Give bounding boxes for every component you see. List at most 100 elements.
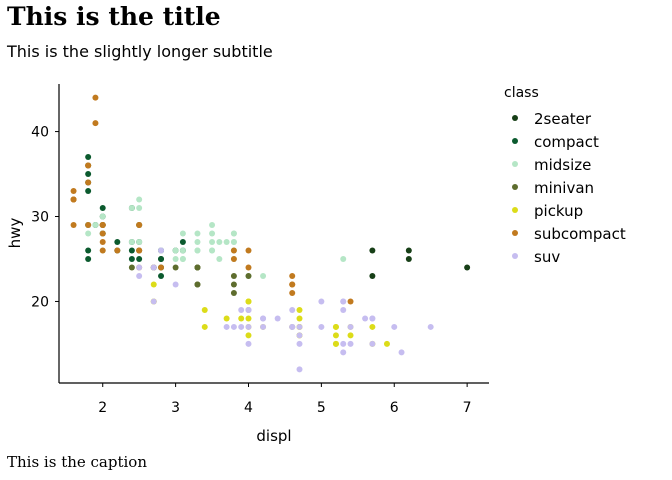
data-point-subcompact — [99, 230, 106, 237]
data-point-subcompact — [70, 196, 77, 203]
data-point-midsize — [128, 238, 135, 245]
data-point-suv — [340, 340, 347, 347]
legend-key-compact — [512, 138, 518, 144]
data-point-subcompact — [99, 238, 106, 245]
data-point-pickup — [332, 323, 339, 330]
legend-label-suv: suv — [534, 248, 560, 266]
data-point-subcompact — [289, 281, 296, 288]
data-point-suv — [347, 340, 354, 347]
legend-label-subcompact: subcompact — [534, 225, 626, 243]
data-point-suv — [362, 315, 369, 322]
data-point-midsize — [194, 247, 201, 254]
data-point-compact — [85, 255, 92, 262]
data-point-pickup — [296, 306, 303, 313]
data-point-suv — [347, 323, 354, 330]
data-point-suv — [136, 264, 143, 271]
data-point-subcompact — [92, 120, 99, 127]
data-point-minivan — [194, 264, 201, 271]
data-point-suv — [296, 323, 303, 330]
data-point-subcompact — [136, 222, 143, 229]
data-point-compact — [158, 272, 165, 279]
data-point-suv — [230, 323, 237, 330]
data-point-suv — [245, 340, 252, 347]
y-tick-label: 40 — [31, 125, 49, 141]
legend-key-2seater — [512, 115, 518, 121]
data-point-subcompact — [289, 289, 296, 296]
data-point-midsize — [92, 222, 99, 229]
data-point-midsize — [194, 238, 201, 245]
data-point-subcompact — [230, 247, 237, 254]
x-tick-label: 4 — [244, 400, 253, 416]
data-point-subcompact — [289, 272, 296, 279]
data-point-midsize — [136, 238, 143, 245]
data-point-suv — [340, 298, 347, 305]
legend-title: class — [504, 85, 539, 101]
y-tick-label: 20 — [31, 294, 49, 310]
data-point-suv — [296, 332, 303, 339]
data-point-midsize — [223, 238, 230, 245]
data-point-suv — [289, 306, 296, 313]
data-point-subcompact — [230, 255, 237, 262]
data-point-subcompact — [347, 298, 354, 305]
data-point-subcompact — [92, 94, 99, 101]
data-point-suv — [289, 323, 296, 330]
data-point-midsize — [340, 255, 347, 262]
data-point-minivan — [194, 281, 201, 288]
legend-key-pickup — [512, 207, 518, 213]
x-tick-label: 6 — [390, 400, 399, 416]
legend-label-minivan: minivan — [534, 179, 594, 197]
data-point-compact — [99, 205, 106, 212]
data-point-suv — [238, 306, 245, 313]
data-point-subcompact — [70, 188, 77, 195]
data-point-pickup — [296, 315, 303, 322]
data-point-suv — [296, 366, 303, 373]
data-point-suv — [150, 298, 157, 305]
data-point-pickup — [201, 323, 208, 330]
legend-key-midsize — [512, 161, 518, 167]
data-point-compact — [85, 188, 92, 195]
data-point-compact — [128, 247, 135, 254]
data-point-pickup — [245, 298, 252, 305]
chart-subtitle: This is the slightly longer subtitle — [7, 42, 273, 61]
data-point-suv — [245, 306, 252, 313]
data-point-suv — [274, 315, 281, 322]
data-point-pickup — [150, 281, 157, 288]
data-point-midsize — [179, 247, 186, 254]
data-point-suv — [398, 349, 405, 356]
data-point-midsize — [194, 230, 201, 237]
y-ticks: 20 30 40 — [31, 125, 59, 310]
points-layer — [70, 94, 471, 373]
data-point-suv — [238, 323, 245, 330]
data-point-suv — [245, 323, 252, 330]
legend-items: 2seater compact midsize minivan pickup subcom… — [512, 110, 626, 266]
data-point-midsize — [85, 230, 92, 237]
data-point-suv — [369, 315, 376, 322]
data-point-subcompact — [85, 162, 92, 169]
x-axis-title: displ — [256, 427, 291, 445]
x-tick-label: 3 — [171, 400, 180, 416]
data-point-pickup — [201, 306, 208, 313]
data-point-midsize — [136, 196, 143, 203]
data-point-compact — [128, 255, 135, 262]
x-tick-label: 5 — [317, 400, 326, 416]
legend-label-pickup: pickup — [534, 202, 583, 220]
data-point-midsize — [209, 230, 216, 237]
data-point-suv — [391, 323, 398, 330]
data-point-subcompact — [245, 264, 252, 271]
data-point-midsize — [179, 230, 186, 237]
data-point-midsize — [209, 222, 216, 229]
data-point-minivan — [128, 264, 135, 271]
data-point-subcompact — [114, 247, 121, 254]
data-point-midsize — [209, 247, 216, 254]
data-point-suv — [340, 349, 347, 356]
data-point-compact — [179, 238, 186, 245]
data-point-midsize — [172, 255, 179, 262]
data-point-pickup — [332, 332, 339, 339]
data-point-suv — [318, 323, 325, 330]
data-point-suv — [318, 298, 325, 305]
x-tick-label: 7 — [463, 400, 472, 416]
data-point-suv — [260, 323, 267, 330]
chart-caption: This is the caption — [7, 453, 147, 471]
data-point-subcompact — [136, 247, 143, 254]
